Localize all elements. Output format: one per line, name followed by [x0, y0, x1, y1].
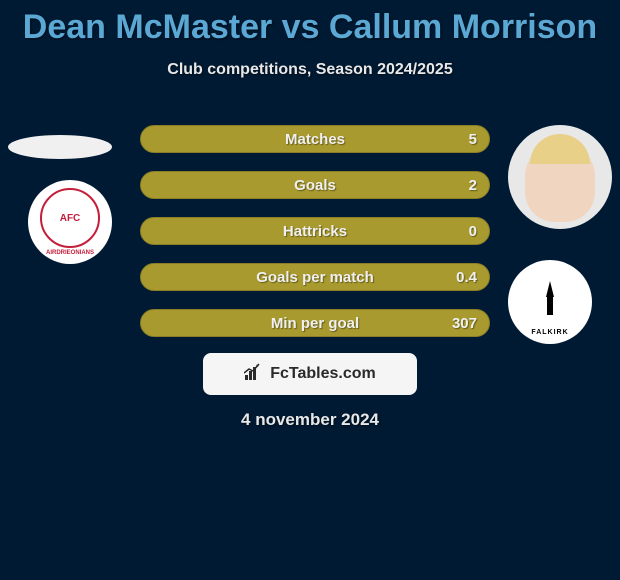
date-text: 4 november 2024 [0, 410, 620, 430]
stats-bars: Matches 5 Goals 2 Hattricks 0 Goals per … [140, 125, 490, 355]
stat-label: Hattricks [141, 223, 489, 240]
stat-row-matches: Matches 5 [140, 125, 490, 153]
stat-right-value: 307 [452, 315, 477, 332]
stat-right-value: 2 [469, 177, 477, 194]
stat-label: Goals per match [141, 269, 489, 286]
stat-label: Goals [141, 177, 489, 194]
stat-row-goals-per-match: Goals per match 0.4 [140, 263, 490, 291]
stat-right-value: 0 [469, 223, 477, 240]
subtitle: Club competitions, Season 2024/2025 [0, 61, 620, 79]
club-left-text: AIRDRIEONIANS [46, 250, 94, 256]
stat-right-value: 5 [469, 131, 477, 148]
stat-row-min-per-goal: Min per goal 307 [140, 309, 490, 337]
stat-label: Matches [141, 131, 489, 148]
club-right-text: FALKIRK [531, 329, 568, 336]
steeple-icon [530, 279, 570, 319]
club-left-short: AFC [60, 213, 81, 224]
stat-label: Min per goal [141, 315, 489, 332]
site-logo-text: FcTables.com [270, 365, 376, 383]
player-right-club-badge: FALKIRK [508, 260, 592, 344]
player-left-club-badge: AFC AIRDRIEONIANS [28, 180, 112, 264]
page-title: Dean McMaster vs Callum Morrison [0, 0, 620, 47]
player-right-face [525, 142, 595, 222]
stat-row-hattricks: Hattricks 0 [140, 217, 490, 245]
chart-icon [244, 363, 264, 386]
player-right-avatar [508, 125, 612, 229]
player-left-silhouette [8, 135, 112, 159]
site-logo: FcTables.com [203, 353, 417, 395]
stat-right-value: 0.4 [456, 269, 477, 286]
stat-row-goals: Goals 2 [140, 171, 490, 199]
